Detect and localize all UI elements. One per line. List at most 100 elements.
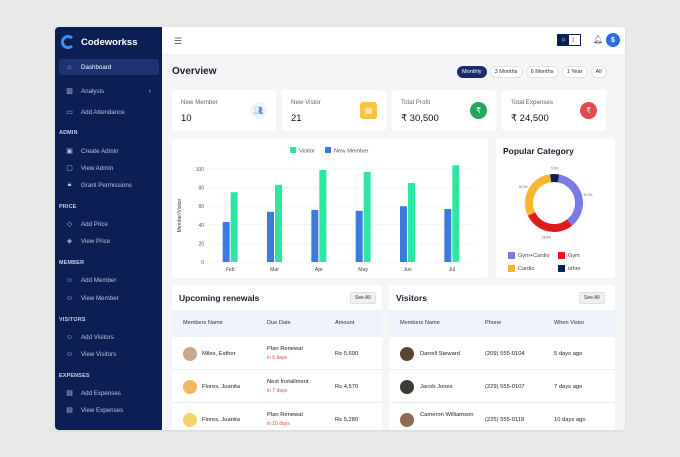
popular-category-title: Popular Category	[503, 146, 574, 156]
hamburger-menu-icon[interactable]: ☰	[174, 36, 183, 46]
sidebar-item-grant-permissions[interactable]: 🔒︎ Grant Permissions	[59, 177, 159, 193]
bar-visitor	[230, 192, 238, 262]
sidebar-item-view-expenses[interactable]: ▤ View Expenses	[59, 402, 159, 418]
visitor-name: Cameron Williamson	[420, 412, 474, 418]
rupee-expense-icon: ₹	[580, 102, 597, 119]
admin-add-icon: ▣	[66, 148, 73, 155]
renewals-see-all-button[interactable]: See All	[350, 292, 376, 304]
bar-visitor	[319, 169, 327, 262]
sidebar-item-label: Add Attendance	[81, 108, 125, 116]
stat-value: ₹ 24,500	[511, 113, 549, 124]
sidebar-item-view-admin[interactable]: ▢ View Admin	[59, 160, 159, 176]
legend-swatch	[558, 252, 565, 259]
bar-visitor	[408, 182, 415, 262]
donut-slice	[527, 211, 573, 232]
amount: Rs 5,690	[335, 351, 359, 357]
tab-all[interactable]: All	[590, 66, 607, 78]
x-tick-label: Feb	[226, 267, 235, 273]
bar-visitor	[363, 171, 371, 262]
sidebar-item-label: Add Member	[81, 276, 117, 284]
sidebar-item-add-price[interactable]: ◇ Add Price	[59, 216, 159, 232]
tab-6-months[interactable]: 6 Months	[525, 66, 559, 78]
table-row[interactable]: Jacob Jones (229) 555-0107 7 days ago	[389, 370, 615, 403]
table-row[interactable]: Miles, Esther Plan Renewal in 5 days Rs 5…	[172, 337, 382, 370]
stat-card-new-visitor: New Vistor 21 ▤	[282, 90, 386, 131]
due-countdown: in 10 days	[267, 421, 290, 427]
visitor-phone: (225) 555-0118	[485, 417, 525, 423]
table-row[interactable]: Darrell Steward (209) 555-0104 5 days ag…	[389, 337, 615, 370]
home-icon: ⌂	[67, 63, 72, 71]
slice-label: 30.0%	[519, 185, 528, 189]
sidebar-item-label: Grant Permissions	[81, 181, 132, 189]
column-header: Due Date	[267, 320, 291, 326]
tab-1-year[interactable]: 1 Year	[561, 66, 588, 78]
tab-monthly[interactable]: Monthly	[457, 66, 487, 78]
visitor-phone: (229) 555-0107	[485, 384, 525, 390]
visitors-see-all-button[interactable]: See All	[579, 292, 605, 304]
column-header: Amount	[335, 320, 355, 326]
brand[interactable]: Codeworkss	[61, 35, 138, 49]
slice-label: 5.0%	[551, 167, 558, 171]
member-avatar	[183, 380, 197, 394]
stat-value: 21	[291, 113, 302, 124]
column-header: Phone	[485, 320, 502, 326]
visitor-name: Jacob Jones	[420, 384, 453, 390]
column-header: Members Name	[183, 320, 223, 326]
due-date: Next Installment in 7 days	[267, 379, 309, 394]
visitor-avatar	[400, 347, 414, 361]
period-tabs: Monthly 3 Months 6 Months 1 Year All	[457, 66, 607, 78]
due-countdown: in 7 days	[267, 388, 288, 394]
section-label-member: MEMBER	[59, 260, 85, 266]
table-row[interactable]: Flores, Juanita Plan Renewal in 10 days R…	[172, 403, 382, 430]
user-avatar[interactable]: $	[606, 33, 620, 47]
sidebar-item-add-visitors[interactable]: ☺ Add Visitors	[59, 329, 159, 345]
sidebar-item-create-admin[interactable]: ▣ Create Admin	[59, 143, 159, 159]
people-icon: 👥︎	[250, 102, 267, 119]
stat-card-new-member: New Member 10 👥︎	[172, 90, 276, 131]
visitor-name: Darrell Steward	[420, 351, 460, 357]
sidebar-item-label: View Member	[81, 294, 119, 302]
visitor-avatar	[400, 380, 414, 394]
member-name: Miles, Esther	[202, 351, 236, 357]
bar-visitor	[275, 184, 282, 262]
due-label: Plan Renewal	[267, 412, 303, 418]
due-label: Plan Renewal	[267, 346, 303, 352]
sidebar-item-analysis[interactable]: ▥ Analysis ›	[59, 83, 159, 99]
expense-view-icon: ▤	[66, 407, 73, 414]
tab-3-months[interactable]: 3 Months	[489, 66, 523, 78]
sidebar-item-label: View Visitors	[81, 350, 117, 358]
theme-toggle[interactable]: ☼ ☾	[557, 34, 581, 46]
bar-new-member	[355, 210, 363, 262]
stat-card-total-profit: Total Profit ₹ 30,500 ₹	[392, 90, 496, 131]
sun-icon[interactable]: ☼	[558, 35, 569, 45]
bar-new-member	[267, 211, 274, 262]
expense-add-icon: ▤	[66, 390, 73, 397]
table-row[interactable]: Flores, Juanita Next Installment in 7 day…	[172, 370, 382, 403]
x-tick-label: Jul	[449, 267, 456, 273]
sidebar-item-label: View Admin	[81, 164, 114, 172]
moon-icon[interactable]: ☾	[571, 37, 578, 44]
legend-label: Visitor	[299, 149, 315, 155]
legend-label: Gym+Cardio	[518, 252, 550, 259]
sidebar-item-view-member[interactable]: ☺ View Member	[59, 290, 159, 306]
analysis-icon: ▥	[66, 88, 73, 95]
sidebar-item-dashboard[interactable]: ⌂ Dashboard	[59, 59, 159, 75]
sidebar-item-add-expenses[interactable]: ▤ Add Expenses	[59, 385, 159, 401]
table-row[interactable]: Cameron Williamson (225) 555-0118 10 day…	[389, 403, 615, 430]
y-tick-label: 20	[198, 241, 204, 247]
bar-new-member	[444, 208, 452, 262]
bar-new-member	[400, 206, 407, 262]
sidebar-item-label: Analysis	[81, 87, 105, 95]
bell-icon[interactable]: 🔔︎	[593, 35, 604, 44]
legend-item-gym: Gym	[558, 252, 580, 259]
sidebar-item-view-price[interactable]: ◈ View Price	[59, 233, 159, 249]
sidebar-item-add-member[interactable]: ☺ Add Member	[59, 272, 159, 288]
visitors-table-header: Members Name Phone When Vistor	[389, 310, 615, 337]
sidebar-item-view-visitors[interactable]: ☺ View Visitors	[59, 346, 159, 362]
legend-item-other: other	[558, 265, 581, 272]
legend-swatch	[290, 147, 296, 153]
legend-label: other	[568, 265, 581, 272]
x-tick-label: May	[358, 267, 368, 273]
section-label-admin: ADMIN	[59, 130, 78, 136]
sidebar-item-add-attendance[interactable]: ▭ Add Attendance	[59, 104, 159, 120]
